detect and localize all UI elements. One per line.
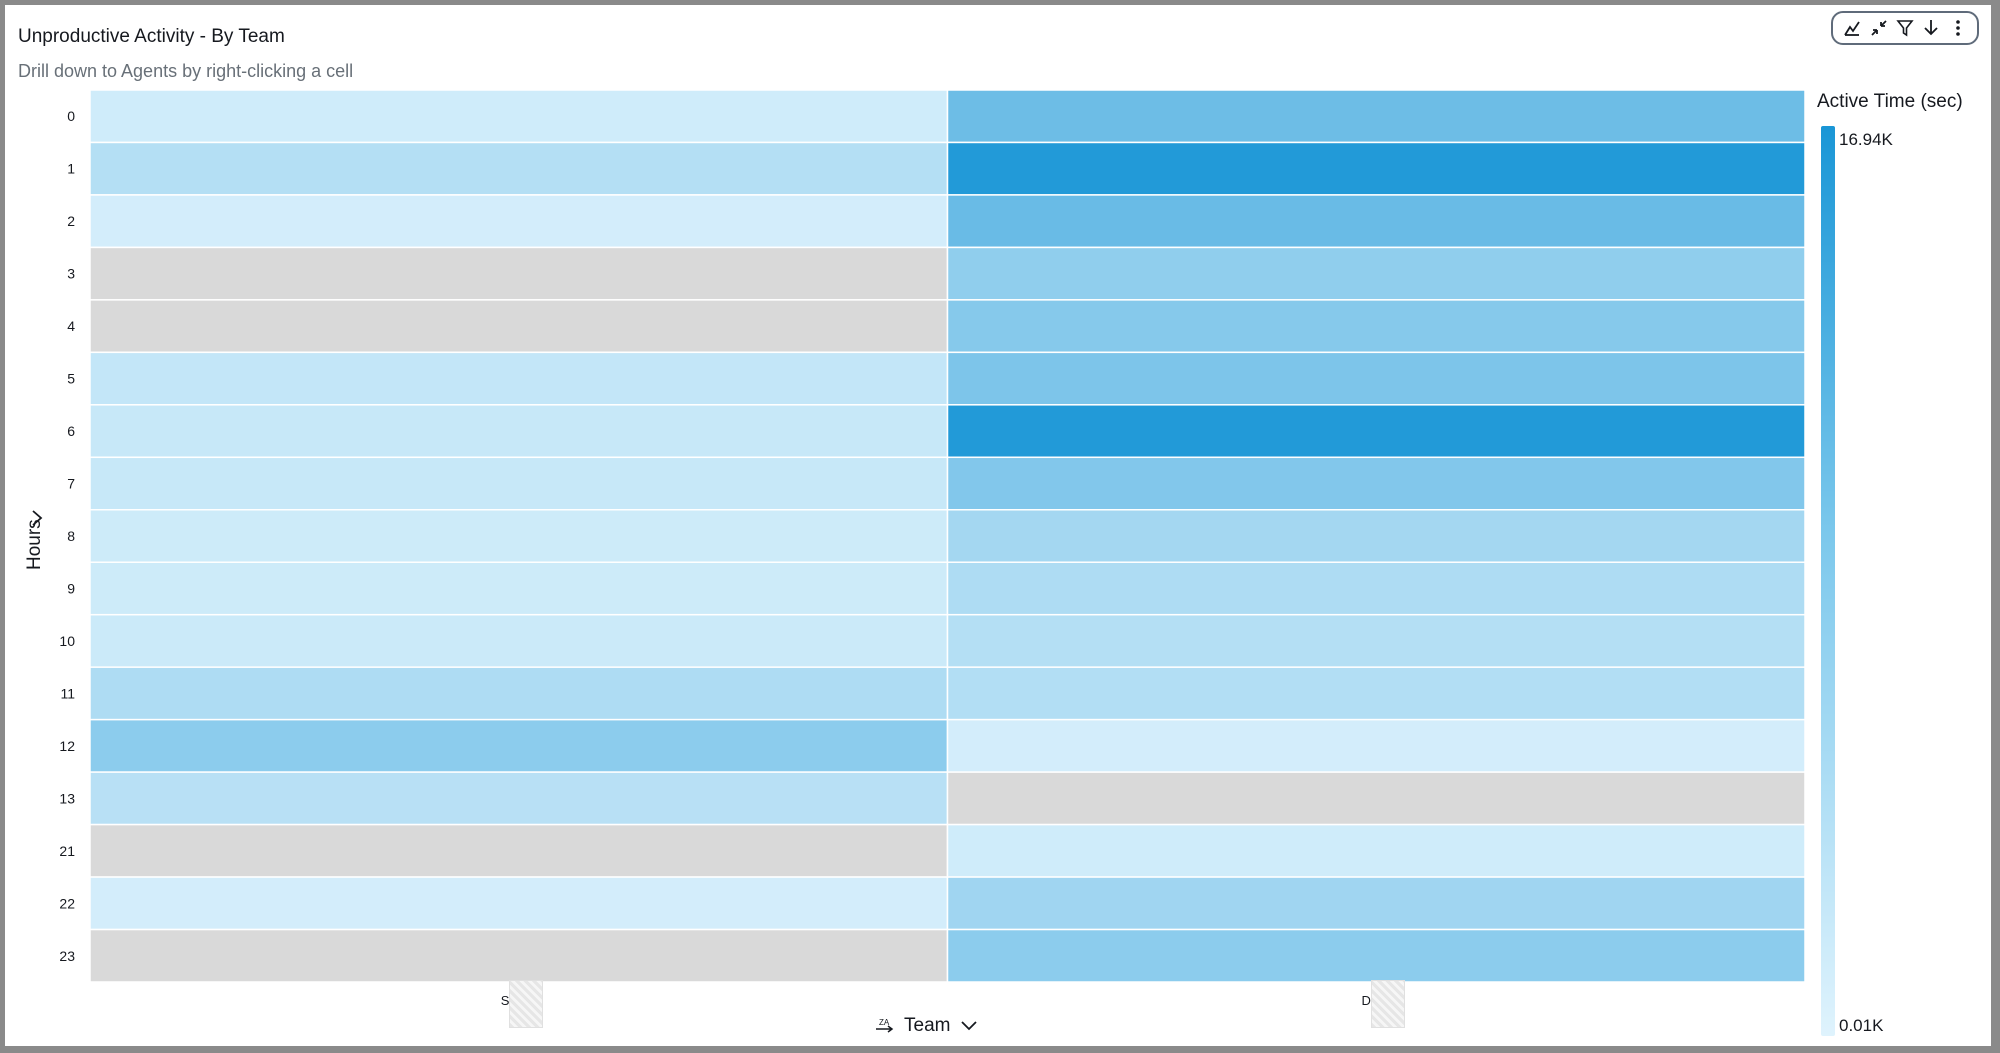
heatmap-cell[interactable] bbox=[946, 718, 1806, 773]
y-tick-label: 9 bbox=[67, 580, 75, 596]
heatmap-cell[interactable] bbox=[946, 246, 1806, 301]
heatmap-cell[interactable] bbox=[89, 89, 949, 144]
y-tick-label: 4 bbox=[67, 318, 75, 334]
heatmap-cell[interactable] bbox=[89, 351, 949, 406]
y-tick-label: 13 bbox=[59, 790, 75, 806]
heatmap-cell[interactable] bbox=[89, 194, 949, 249]
heatmap-cell[interactable] bbox=[946, 194, 1806, 249]
filter-icon[interactable] bbox=[1893, 16, 1917, 40]
heatmap-cell[interactable] bbox=[946, 561, 1806, 616]
legend-title: Active Time (sec) bbox=[1817, 91, 1963, 112]
x-axis-label: Team bbox=[904, 1015, 951, 1036]
heatmap-cell[interactable] bbox=[89, 456, 949, 511]
y-tick-label: 2 bbox=[67, 213, 75, 229]
team-thumbnail bbox=[1371, 980, 1405, 1028]
heatmap-cell[interactable] bbox=[946, 299, 1806, 354]
heatmap-cell[interactable] bbox=[89, 561, 949, 616]
heatmap-cell[interactable] bbox=[89, 246, 949, 301]
heatmap-cell[interactable] bbox=[89, 666, 949, 721]
y-tick-label: 3 bbox=[67, 266, 75, 282]
heatmap-cell[interactable] bbox=[946, 613, 1806, 668]
chart-type-icon[interactable] bbox=[1840, 16, 1864, 40]
visual-toolbar bbox=[1831, 11, 1979, 45]
sort-icon: ZA bbox=[876, 1018, 894, 1033]
heatmap-cell[interactable] bbox=[946, 456, 1806, 511]
y-tick-label: 1 bbox=[67, 161, 75, 177]
y-tick-label: 7 bbox=[67, 476, 75, 492]
heatmap-cell[interactable] bbox=[89, 876, 949, 931]
team-thumbnail bbox=[509, 980, 543, 1028]
heatmap-chart: 012345678910111213212223SuD bbox=[59, 89, 1806, 1008]
heatmap-cell[interactable] bbox=[89, 509, 949, 563]
heatmap-cell[interactable] bbox=[946, 141, 1806, 196]
y-tick-label: 5 bbox=[67, 371, 75, 387]
y-tick-label: 21 bbox=[59, 843, 75, 859]
y-tick-label: 11 bbox=[60, 685, 75, 701]
y-tick-label: 10 bbox=[59, 633, 75, 649]
heatmap-cell[interactable] bbox=[946, 89, 1806, 144]
heatmap-cell[interactable] bbox=[946, 771, 1806, 826]
heatmap-cell[interactable] bbox=[89, 141, 949, 196]
heatmap-cell[interactable] bbox=[946, 666, 1806, 721]
y-tick-label: 12 bbox=[59, 738, 75, 754]
y-axis-field-control[interactable]: Hours bbox=[22, 505, 62, 595]
heatmap-cell[interactable] bbox=[946, 351, 1806, 406]
chevron-right-icon bbox=[32, 510, 43, 526]
heatmap-cell[interactable] bbox=[89, 404, 949, 459]
legend-color-scale bbox=[1821, 126, 1835, 1036]
more-options-icon[interactable] bbox=[1946, 16, 1970, 40]
y-tick-label: 8 bbox=[67, 528, 75, 544]
heatmap-cell[interactable] bbox=[89, 928, 949, 983]
legend-min-label: 0.01K bbox=[1839, 1016, 1884, 1035]
heatmap-cell[interactable] bbox=[89, 613, 949, 668]
download-icon[interactable] bbox=[1919, 16, 1943, 40]
heatmap-cell[interactable] bbox=[946, 404, 1806, 459]
heatmap-cell[interactable] bbox=[89, 823, 949, 878]
y-tick-label: 23 bbox=[59, 948, 75, 964]
x-tick-label: D bbox=[1362, 993, 1371, 1008]
y-axis-label: Hours bbox=[24, 519, 45, 570]
y-tick-label: 22 bbox=[59, 895, 75, 911]
heatmap-cell[interactable] bbox=[946, 509, 1806, 563]
visual-frame: Unproductive Activity - By Team Drill do… bbox=[5, 5, 1991, 1046]
y-tick-label: 6 bbox=[67, 423, 75, 439]
y-tick-label: 0 bbox=[67, 108, 75, 124]
heatmap-cell[interactable] bbox=[946, 876, 1806, 931]
chart-title: Unproductive Activity - By Team bbox=[18, 26, 285, 47]
heatmap-cell[interactable] bbox=[89, 299, 949, 354]
heatmap-cell[interactable] bbox=[89, 718, 949, 773]
heatmap-cell[interactable] bbox=[946, 928, 1806, 983]
chevron-down-icon bbox=[961, 1021, 978, 1031]
x-axis-field-control[interactable]: ZA Team bbox=[874, 1015, 978, 1037]
heatmap-cell[interactable] bbox=[89, 771, 949, 826]
legend-max-label: 16.94K bbox=[1839, 130, 1893, 149]
collapse-icon[interactable] bbox=[1867, 16, 1891, 40]
chart-subtitle: Drill down to Agents by right-clicking a… bbox=[18, 61, 354, 81]
heatmap-cell[interactable] bbox=[946, 823, 1806, 878]
svg-text:ZA: ZA bbox=[879, 1018, 890, 1027]
